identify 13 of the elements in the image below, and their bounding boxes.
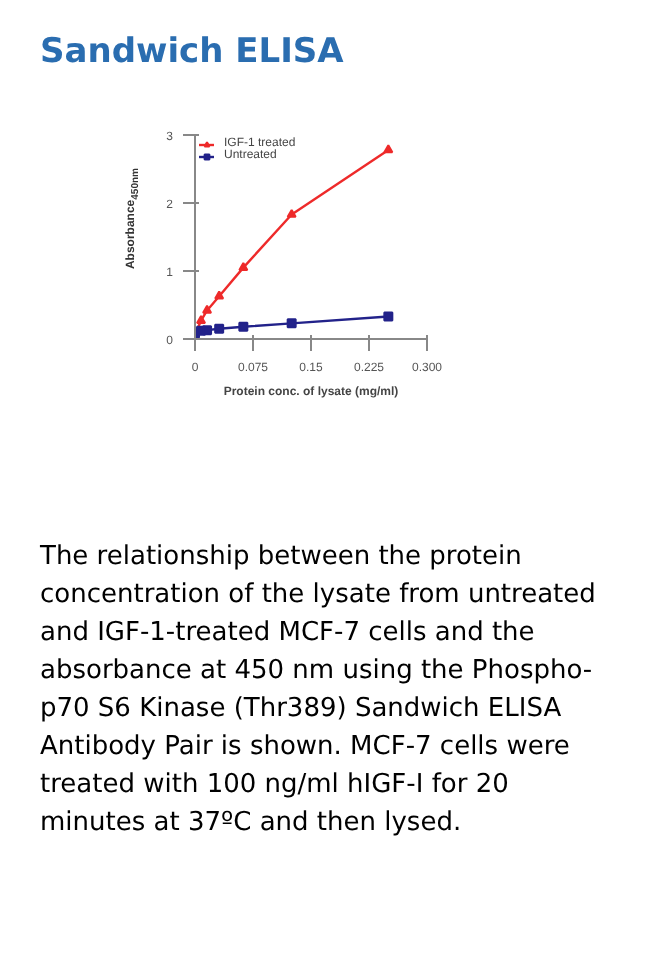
- point: [202, 304, 213, 314]
- point: [214, 290, 225, 300]
- point: [238, 321, 249, 332]
- point: [196, 315, 207, 324]
- point: [214, 323, 225, 334]
- point: [383, 144, 394, 154]
- point: [286, 208, 297, 218]
- chart-title: Sandwich ELISA: [40, 32, 344, 72]
- point: [202, 325, 213, 336]
- text: The relationship between the protein concentration of the lysate from untreated and IGF-1-treated MCF-7 cells and the absorbance at 450 nm using the Phospho-p70 S6 Kinase (Thr389) Sandwich ELISA Antibody Pair is shown. MCF-7 cells were treated with 100 ng/ml hIGF-I for 20 minutes at 37ºC and then lysed.: [40, 540, 598, 842]
- point: [286, 318, 297, 329]
- point: [383, 311, 394, 322]
- point: [238, 261, 249, 271]
